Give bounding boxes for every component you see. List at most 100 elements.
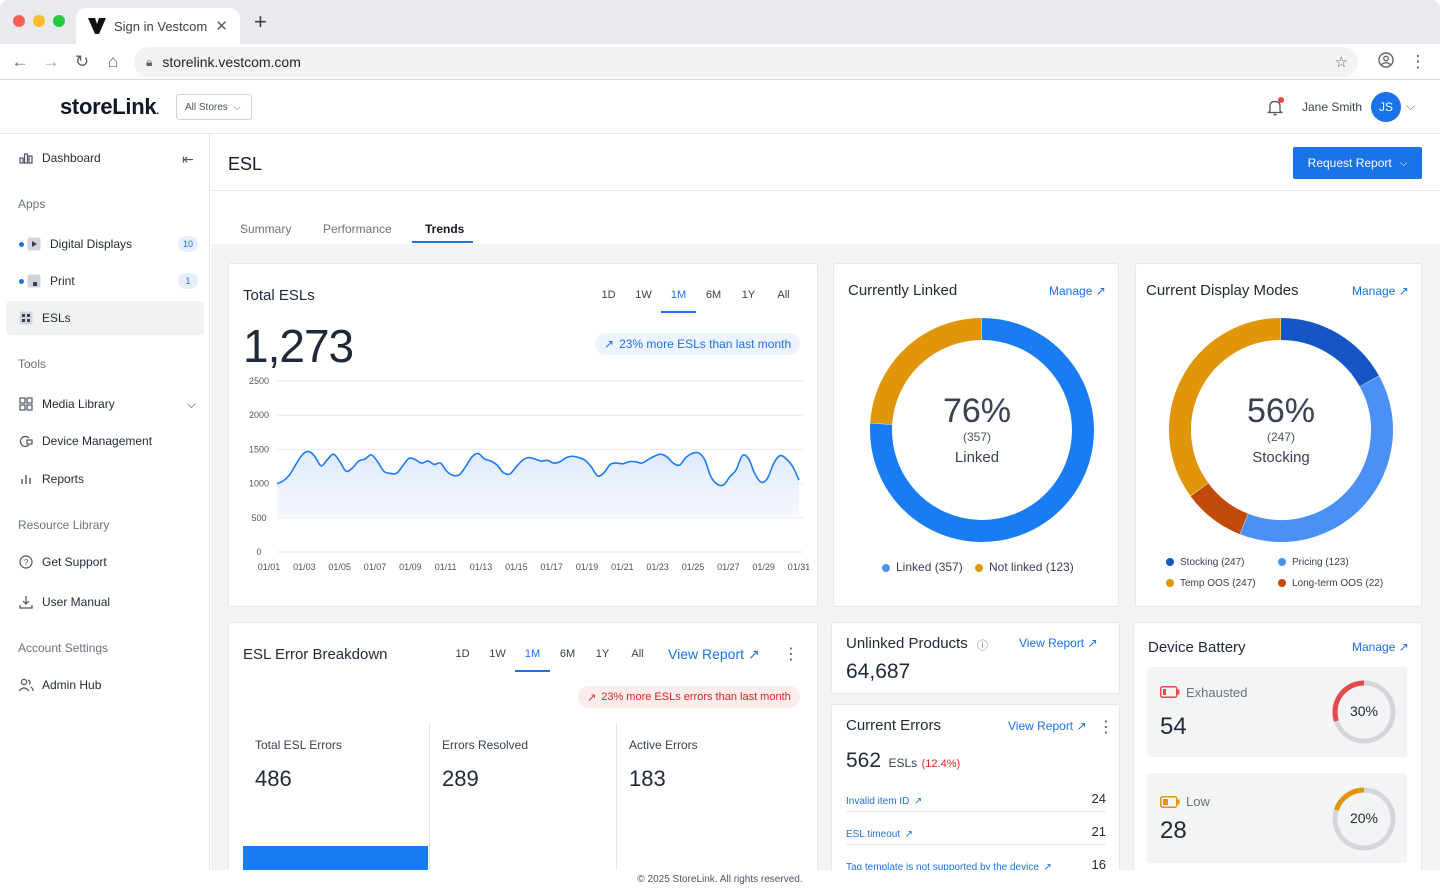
display-modes-card: Current Display Modes Manage ↗ 56% (247)…	[1135, 263, 1422, 607]
manage-link[interactable]: Manage ↗	[1352, 284, 1409, 298]
storelink-logo[interactable]: storeLink.	[60, 94, 159, 119]
arrow-up-right-icon: ↗	[587, 691, 597, 704]
sidebar-item-label: ESLs	[42, 311, 71, 325]
tab-summary[interactable]: Summary	[240, 222, 292, 236]
legend-not-linked: Not linked (123)	[975, 560, 1074, 574]
battery-exhausted-gauge	[1332, 680, 1396, 744]
range-1d[interactable]: 1D	[455, 648, 470, 660]
reload-icon[interactable]: ↻	[74, 52, 90, 71]
chevron-down-icon[interactable]: ⌵	[186, 396, 196, 411]
error-row-label: Tag template is not supported by the dev…	[846, 862, 1039, 870]
user-menu-chevron-icon[interactable]: ⌵	[1406, 99, 1416, 113]
new-tab-icon[interactable]: +	[254, 9, 267, 34]
current-errors-percent: (12.4%)	[921, 758, 961, 770]
legend-long-term-oos: Long-term OOS (22)	[1278, 578, 1383, 589]
user-name[interactable]: Jane Smith	[1302, 100, 1363, 114]
manage-link[interactable]: Manage ↗	[1049, 284, 1106, 298]
home-icon[interactable]: ⌂	[107, 52, 119, 71]
sidebar-section-account-settings: Account Settings	[18, 641, 109, 655]
range-1w[interactable]: 1W	[635, 289, 652, 301]
battery-low-percent: 20%	[1349, 810, 1379, 826]
error-breakdown-card: ESL Error Breakdown 1D 1W 1M 6M 1Y All V…	[228, 622, 818, 870]
avatar[interactable]: JS	[1371, 92, 1401, 122]
time-range-selector: 1D 1W 1M 6M 1Y All	[591, 289, 801, 313]
battery-exhausted-value: 54	[1160, 713, 1187, 740]
sidebar-item-label: Digital Displays	[50, 237, 133, 251]
info-icon[interactable]: ⓘ	[977, 640, 988, 652]
active-tab-indicator	[412, 241, 473, 243]
error-row[interactable]: Invalid item ID ↗ 24	[846, 791, 1106, 809]
profile-icon[interactable]	[1376, 52, 1396, 72]
esl-trend-chart: 2500 2000 1500 1000 500 0 01/01 01/03 01/05 01/07…	[249, 376, 809, 572]
store-select[interactable]: All Stores ⌵	[176, 94, 252, 120]
range-1y[interactable]: 1Y	[741, 289, 756, 301]
sidebar-item-get-support[interactable]: ? Get Support	[6, 545, 204, 579]
more-options-icon[interactable]: ⋮	[1098, 719, 1114, 736]
battery-exhausted-panel[interactable]: Exhausted 54 30%	[1147, 667, 1407, 757]
download-icon	[18, 594, 34, 610]
arrow-up-right-icon: ↗	[747, 646, 760, 662]
sidebar-item-admin-hub[interactable]: Admin Hub	[6, 668, 204, 702]
arrow-up-right-icon: ↗	[913, 796, 923, 807]
main-content: ESL Request Report ⌵ Summary Performance …	[211, 134, 1440, 870]
view-report-link[interactable]: View Report ↗	[668, 646, 760, 662]
tab-trends[interactable]: Trends	[425, 222, 465, 236]
errors-resolved-label: Errors Resolved	[442, 738, 529, 752]
view-report-link[interactable]: View Report ↗	[1008, 719, 1087, 733]
sidebar-item-digital-displays[interactable]: Digital Displays 10	[6, 227, 204, 261]
sidebar-item-user-manual[interactable]: User Manual	[6, 585, 204, 619]
more-options-icon[interactable]: ⋮	[783, 646, 799, 663]
modes-slice	[1240, 376, 1393, 542]
request-report-button[interactable]: Request Report ⌵	[1293, 147, 1422, 179]
browser-menu-icon[interactable]: ⋮	[1409, 52, 1427, 71]
x-tick-label: 01/11	[435, 562, 457, 572]
minimize-window-button[interactable]	[33, 15, 45, 27]
sidebar-item-dashboard[interactable]: Dashboard	[6, 141, 204, 175]
battery-low-icon	[1160, 795, 1180, 813]
sidebar-item-media-library[interactable]: Media Library ⌵	[6, 387, 204, 421]
tab-performance[interactable]: Performance	[323, 222, 392, 236]
bookmark-star-icon[interactable]: ☆	[1334, 54, 1348, 71]
sidebar-item-esls[interactable]: ESLs	[6, 301, 204, 335]
modes-slice	[1280, 318, 1379, 387]
divider	[429, 723, 430, 870]
browser-tab[interactable]: Sign in Vestcom ✕	[76, 8, 240, 44]
view-report-link[interactable]: View Report ↗	[1019, 636, 1098, 650]
range-6m[interactable]: 6M	[705, 289, 722, 301]
close-tab-icon[interactable]: ✕	[215, 18, 228, 35]
active-errors-value: 183	[629, 766, 666, 791]
notification-bell-icon[interactable]	[1266, 98, 1284, 116]
manage-link[interactable]: Manage ↗	[1352, 640, 1409, 654]
battery-low-panel[interactable]: Low 28 20%	[1147, 773, 1407, 863]
address-bar[interactable]: 🔒︎ storelink.vestcom.com ☆	[134, 47, 1358, 77]
sidebar-item-label: Print	[50, 274, 75, 288]
range-1y[interactable]: 1Y	[595, 648, 610, 660]
sidebar-section-resource-library: Resource Library	[18, 518, 110, 532]
exhausted-gauge-fill	[1332, 680, 1365, 722]
count-badge: 1	[178, 273, 198, 289]
range-1w[interactable]: 1W	[489, 648, 506, 660]
legend-stocking: Stocking (247)	[1166, 557, 1244, 568]
range-1m[interactable]: 1M	[661, 289, 696, 313]
error-row[interactable]: ESL timeout ↗ 21	[846, 824, 1106, 842]
back-icon[interactable]: ←	[11, 52, 29, 71]
total-errors-bar	[243, 846, 428, 870]
maximize-window-button[interactable]	[53, 15, 65, 27]
forward-icon[interactable]: →	[42, 52, 60, 71]
sidebar-item-reports[interactable]: Reports	[6, 462, 204, 496]
range-1d[interactable]: 1D	[601, 289, 616, 301]
collapse-sidebar-icon[interactable]: ⇤	[182, 151, 194, 167]
arrow-up-right-icon: ↗	[1095, 284, 1106, 298]
store-select-value: All Stores	[185, 101, 228, 113]
sidebar-item-device-management[interactable]: Device Management	[6, 424, 204, 458]
range-all[interactable]: All	[777, 289, 790, 301]
time-range-selector: 1D 1W 1M 6M 1Y All	[445, 648, 655, 672]
battery-exhausted-icon	[1160, 685, 1180, 703]
sidebar-item-print[interactable]: Print 1	[6, 264, 204, 298]
battery-exhausted-label: Exhausted	[1186, 685, 1248, 700]
range-all[interactable]: All	[631, 648, 644, 660]
range-1m[interactable]: 1M	[515, 648, 550, 672]
range-6m[interactable]: 6M	[559, 648, 576, 660]
error-row[interactable]: Tag template is not supported by the dev…	[846, 857, 1106, 870]
close-window-button[interactable]	[13, 15, 25, 27]
